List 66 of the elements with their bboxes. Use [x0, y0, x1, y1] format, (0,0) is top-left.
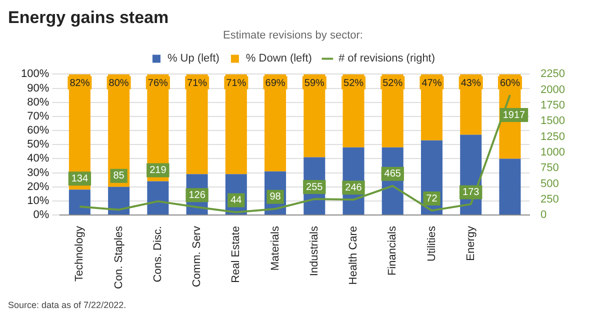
data-label: 98 — [270, 192, 282, 203]
x-tick-label: Technology — [74, 226, 86, 282]
y2-tick-label: 1500 — [540, 115, 566, 128]
y-tick-label: 10% — [27, 194, 50, 207]
data-label: 69% — [265, 78, 286, 89]
y-tick-label: 60% — [27, 124, 50, 137]
data-label: 47% — [422, 78, 442, 89]
y2-tick-label: 1750 — [540, 100, 566, 112]
y-tick-label: 80% — [27, 96, 50, 108]
y2-tick-label: 1000 — [540, 146, 566, 158]
y2-tick-label: 1250 — [540, 130, 566, 143]
data-label: 80% — [108, 78, 129, 89]
y2-tick-label: 500 — [540, 178, 559, 190]
y2-tick-label: 2000 — [540, 84, 566, 96]
x-tick-label: Real Estate — [230, 226, 242, 283]
x-tick-label: Con. Staples — [112, 226, 125, 290]
data-label: 85 — [113, 170, 125, 182]
x-tick-label: Materials — [269, 226, 282, 271]
data-label: 134 — [71, 173, 88, 184]
data-label: 52% — [344, 78, 364, 89]
data-label: 52% — [382, 78, 403, 89]
x-tick-label: Energy — [464, 226, 477, 261]
y-tick-label: 70% — [27, 110, 50, 122]
data-label: 82% — [70, 78, 90, 89]
y-tick-label: 50% — [27, 138, 50, 151]
y-tick-label: 30% — [27, 166, 50, 179]
bar — [499, 158, 521, 215]
x-tick-label: Financials — [386, 226, 399, 276]
legend-title: Estimate revisions by sector: — [223, 30, 363, 42]
chart-title: Energy gains steam — [8, 8, 170, 28]
data-label: 76% — [148, 78, 168, 89]
data-label: 71% — [226, 78, 246, 89]
data-label: 60% — [500, 78, 520, 89]
y2-tick-label: 0 — [540, 209, 547, 222]
data-label: 71% — [187, 78, 208, 89]
bar — [68, 190, 90, 215]
legend-label: % Down (left) — [246, 52, 312, 65]
x-tick-label: Cons. Disc. — [152, 226, 164, 282]
y-tick-label: 40% — [27, 152, 50, 165]
x-tick-label: Health Care — [348, 226, 360, 285]
y2-tick-label: 750 — [540, 162, 559, 174]
data-label: 173 — [462, 186, 480, 198]
data-label: 246 — [345, 182, 362, 194]
data-label: 255 — [306, 182, 324, 193]
data-label: 126 — [188, 190, 206, 201]
data-label: 465 — [384, 168, 402, 180]
data-label: 59% — [304, 78, 325, 89]
y-tick-label: 100% — [20, 68, 50, 80]
x-tick-label: Comm. Serv — [191, 226, 204, 288]
y-tick-label: 90% — [27, 82, 50, 94]
bar — [108, 186, 130, 215]
bar — [147, 181, 169, 215]
y-tick-label: 20% — [27, 180, 50, 193]
source-note: Source: data as of 7/22/2022. — [8, 300, 128, 310]
data-label: 219 — [150, 164, 167, 176]
y-tick-label: 0% — [33, 209, 50, 222]
legend-label: # of revisions (right) — [338, 52, 436, 65]
x-tick-label: Utilities — [426, 226, 438, 262]
y2-tick-label: 250 — [540, 193, 559, 206]
data-label: 1917 — [502, 110, 526, 121]
data-label: 44 — [230, 195, 242, 206]
data-label: 72 — [426, 193, 438, 204]
legend-label: % Up (left) — [167, 52, 220, 65]
x-tick-label: Industrials — [308, 226, 320, 276]
data-label: 43% — [460, 78, 481, 89]
y2-tick-label: 2250 — [540, 68, 566, 80]
